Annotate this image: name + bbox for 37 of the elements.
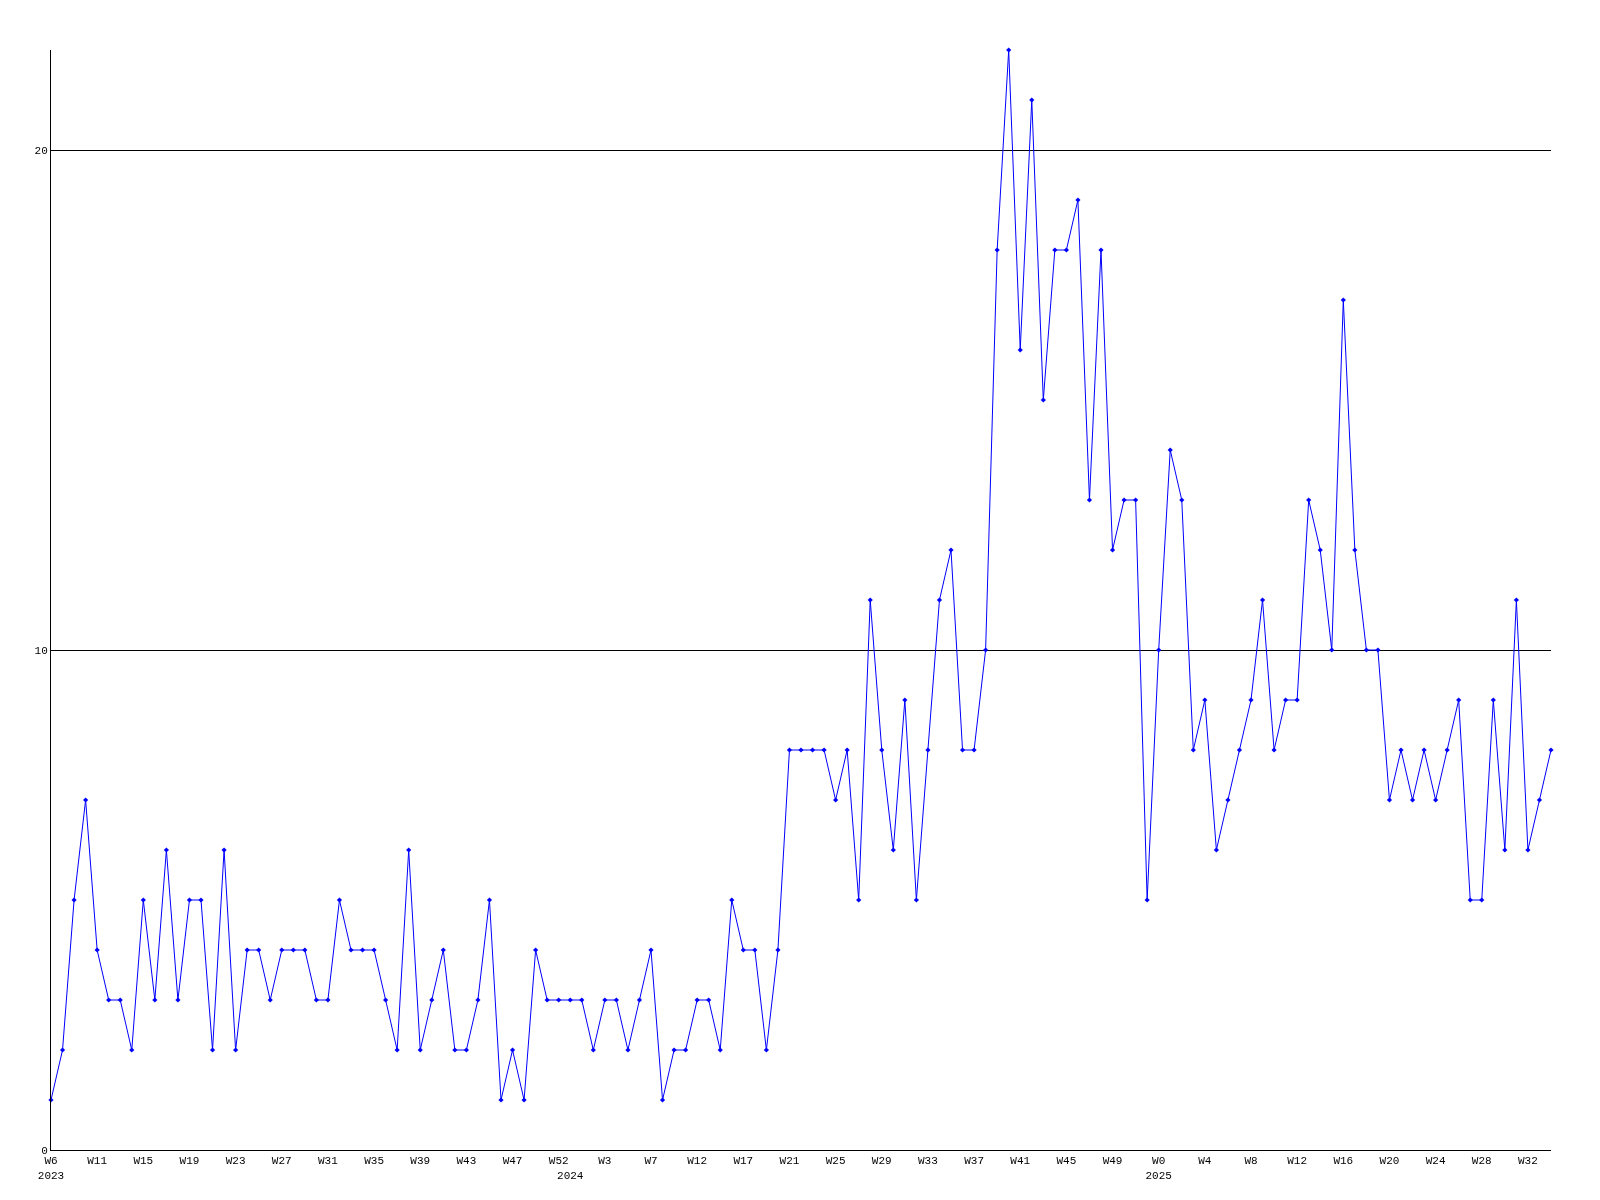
x-tick-label: W41: [1010, 1155, 1031, 1168]
x-tick-label: W0 2025: [1145, 1155, 1172, 1182]
x-tick-label: W23: [225, 1155, 246, 1168]
x-tick-label: W24: [1425, 1155, 1446, 1168]
x-tick-label: W32: [1518, 1155, 1538, 1168]
x-tick-label: W19: [179, 1155, 200, 1168]
x-tick-label: W39: [410, 1155, 431, 1168]
x-tick-label: W31: [318, 1155, 339, 1168]
x-tick-label: W35: [364, 1155, 384, 1168]
x-tick-label: W45: [1056, 1155, 1077, 1168]
x-tick-label: W20: [1379, 1155, 1400, 1168]
x-tick-label: W52: [548, 1155, 569, 1168]
y-tick-label: 10: [34, 644, 48, 657]
x-tick-label: W49: [1102, 1155, 1123, 1168]
x-tick-label: W33: [918, 1155, 938, 1168]
x-tick-label: W3: [598, 1155, 612, 1168]
y-tick-label: 0: [41, 1144, 48, 1157]
x-tick-label: W27: [271, 1155, 292, 1168]
x-tick-label: W28: [1471, 1155, 1492, 1168]
y-tick-label: 20: [34, 144, 48, 157]
x-tick-label: W12: [1287, 1155, 1308, 1168]
x-tick-label: W25: [825, 1155, 846, 1168]
x-tick-label: W17: [733, 1155, 754, 1168]
x-tick-label: W16: [1333, 1155, 1354, 1168]
x-tick-label: W43: [456, 1155, 477, 1168]
x-tick-label: W8: [1244, 1155, 1258, 1168]
x-tick-label: W47: [502, 1155, 523, 1168]
x-tick-label: W29: [871, 1155, 892, 1168]
x-tick-label: 2024: [557, 1169, 584, 1182]
x-tick-label: W12: [687, 1155, 708, 1168]
x-tick-label: W7: [644, 1155, 658, 1168]
x-tick-label: W21: [779, 1155, 800, 1168]
x-tick-label: W37: [964, 1155, 984, 1168]
x-tick-label: W6 2023: [37, 1155, 65, 1182]
x-tick-label: W11: [87, 1155, 108, 1168]
x-tick-label: W4: [1198, 1155, 1212, 1168]
x-tick-label: W15: [133, 1155, 154, 1168]
